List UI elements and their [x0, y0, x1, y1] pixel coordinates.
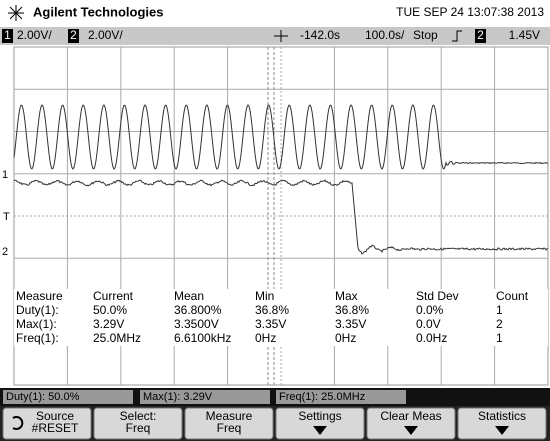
- measurement-table: Measure Current Mean Min Max Std Dev Count Duty…: [16, 289, 529, 345]
- softkey[interactable]: [457, 407, 547, 440]
- waveforms: [13, 104, 549, 255]
- column-header: Std Dev: [416, 289, 459, 303]
- ch1-trace: [13, 104, 549, 170]
- cell: 0.0Hz: [416, 331, 447, 345]
- column-header: Mean: [174, 289, 204, 303]
- softkey-label[interactable]: Settings: [298, 409, 341, 423]
- column-header: Measure: [16, 289, 63, 303]
- softkey-label[interactable]: Freq: [126, 421, 151, 435]
- softkey-label[interactable]: Source: [36, 409, 74, 423]
- cell: 0Hz: [255, 331, 276, 345]
- softkey[interactable]: [2, 407, 92, 440]
- softkey-label[interactable]: Statistics: [478, 409, 526, 423]
- cell: 3.3500V: [174, 317, 219, 331]
- column-header: Current: [93, 289, 134, 303]
- trigger-level: 1.45V: [509, 28, 540, 42]
- cell: 3.35V: [255, 317, 286, 331]
- softkey-arrow: [495, 426, 509, 435]
- softkeys: Source#RESETSelect:FreqMeasureFreqSettin…: [2, 407, 547, 440]
- cell: 3.29V: [93, 317, 124, 331]
- cell: 0.0V: [416, 317, 441, 331]
- cell: 36.8%: [255, 303, 289, 317]
- ch2-badge: [68, 29, 79, 43]
- readout-box: [140, 390, 270, 404]
- readout: Duty(1): 50.0%: [6, 391, 80, 403]
- time-delay: -142.0s: [300, 28, 340, 42]
- softkey[interactable]: [93, 407, 183, 440]
- softkey[interactable]: [366, 407, 456, 440]
- ch1-ground-marker: 1: [2, 169, 8, 181]
- softkey-label[interactable]: Freq: [217, 421, 242, 435]
- cell: 1: [496, 303, 503, 317]
- softkey-label[interactable]: Select:: [120, 409, 157, 423]
- delay-icon: [274, 30, 288, 42]
- softkey-label[interactable]: #RESET: [32, 421, 79, 435]
- ch1-label: 1: [4, 28, 11, 42]
- ch1-scale: 2.00V/: [17, 28, 52, 42]
- datetime: TUE SEP 24 13:07:38 2013: [396, 5, 544, 19]
- row-label: Duty(1):: [16, 303, 59, 317]
- trigger-source: 2: [477, 28, 484, 42]
- readout: Max(1): 3.29V: [143, 391, 213, 403]
- trigger-icon: [452, 30, 462, 42]
- run-state: Stop: [413, 28, 438, 42]
- ch1-badge: [2, 29, 13, 43]
- cell: 6.6100kHz: [174, 331, 231, 345]
- row-label: Max(1):: [16, 317, 57, 331]
- logo: [8, 5, 24, 21]
- cell: 36.8%: [335, 303, 369, 317]
- softkey[interactable]: [184, 407, 274, 440]
- time-scale: 100.0s/: [365, 28, 405, 42]
- cell: 0Hz: [335, 331, 356, 345]
- readout-box: [3, 390, 133, 404]
- softkey-label[interactable]: Clear Meas: [380, 409, 441, 423]
- measurement-panel: [14, 289, 548, 346]
- ch2-scale: 2.00V/: [88, 28, 123, 42]
- column-header: Max: [335, 289, 358, 303]
- ch2-ground-marker: 2: [2, 246, 8, 258]
- trigger-marker: T: [3, 211, 10, 223]
- readout-box: [276, 390, 406, 404]
- readouts: Duty(1): 50.0% Max(1): 3.29V Freq(1): 25.0…: [3, 390, 406, 404]
- ch2-label: 2: [70, 28, 77, 42]
- cell: 3.35V: [335, 317, 366, 331]
- ch2-trace: [13, 179, 549, 255]
- cell: 0.0%: [416, 303, 444, 317]
- row-label: Freq(1):: [16, 331, 59, 345]
- cell: 2: [496, 317, 503, 331]
- softkey-label[interactable]: Measure: [206, 409, 253, 423]
- cell: 1: [496, 331, 503, 345]
- cell: 50.0%: [93, 303, 127, 317]
- rotate-icon: [12, 416, 24, 430]
- column-header: Min: [255, 289, 274, 303]
- cell: 36.800%: [174, 303, 222, 317]
- cell: 25.0MHz: [93, 331, 141, 345]
- brand: Agilent Technologies: [33, 4, 164, 19]
- column-header: Count: [496, 289, 529, 303]
- softkey-arrow: [313, 426, 327, 435]
- trigger-source-badge: [475, 29, 486, 43]
- readout: Freq(1): 25.0MHz: [279, 391, 365, 403]
- readout-bar: [0, 388, 550, 406]
- softkey-arrow: [404, 426, 418, 435]
- softkey[interactable]: [275, 407, 365, 440]
